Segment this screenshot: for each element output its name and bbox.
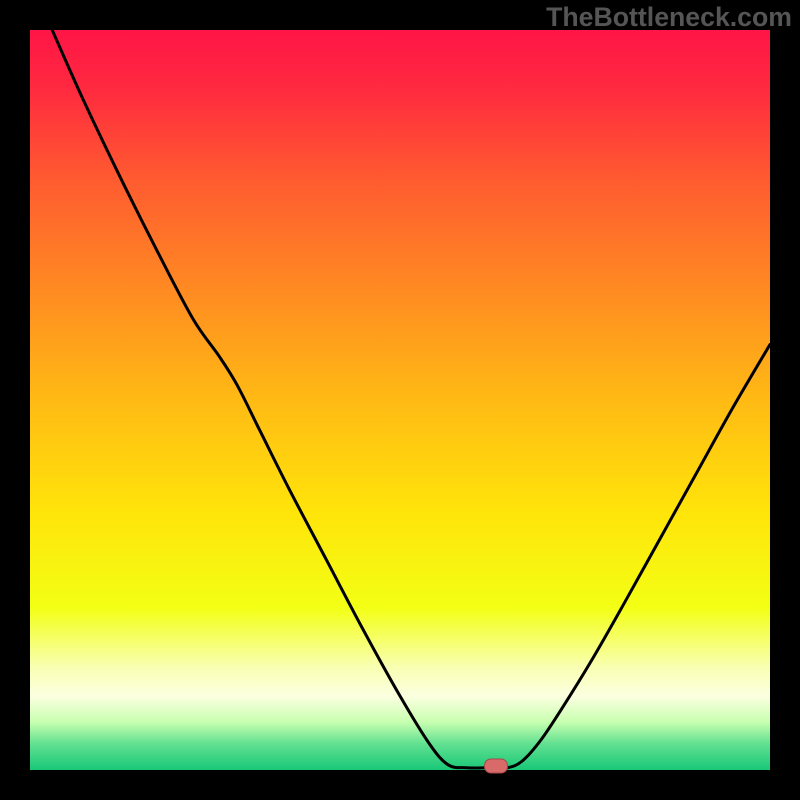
gradient-background	[30, 30, 770, 770]
watermark-text: TheBottleneck.com	[546, 2, 792, 33]
chart-frame: TheBottleneck.com	[0, 0, 800, 800]
minimum-marker	[484, 759, 508, 774]
plot-svg	[30, 30, 770, 770]
plot-area	[30, 30, 770, 770]
